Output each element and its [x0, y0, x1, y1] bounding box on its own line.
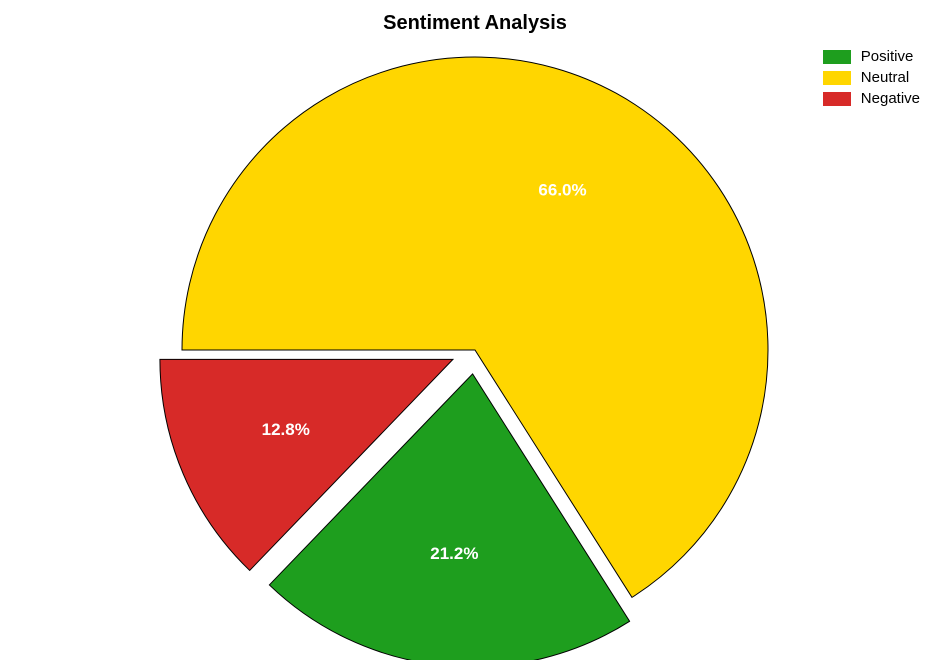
legend-item-neutral: Neutral: [823, 69, 920, 86]
pie-slice-label-positive: 21.2%: [430, 544, 478, 563]
legend-item-positive: Positive: [823, 48, 920, 65]
pie-slice-label-neutral: 66.0%: [538, 180, 586, 199]
legend-label-positive: Positive: [861, 48, 914, 65]
legend-swatch-neutral: [823, 71, 851, 85]
legend-item-negative: Negative: [823, 90, 920, 107]
legend-label-neutral: Neutral: [861, 69, 909, 86]
chart-title: Sentiment Analysis: [0, 12, 950, 35]
pie-chart-svg: 66.0% 21.2% 12.8%: [0, 40, 950, 660]
legend: Positive Neutral Negative: [823, 48, 920, 107]
legend-swatch-positive: [823, 50, 851, 64]
legend-label-negative: Negative: [861, 90, 920, 107]
pie-chart-container: 66.0% 21.2% 12.8%: [0, 40, 950, 660]
pie-slice-label-negative: 12.8%: [262, 420, 310, 439]
legend-swatch-negative: [823, 92, 851, 106]
